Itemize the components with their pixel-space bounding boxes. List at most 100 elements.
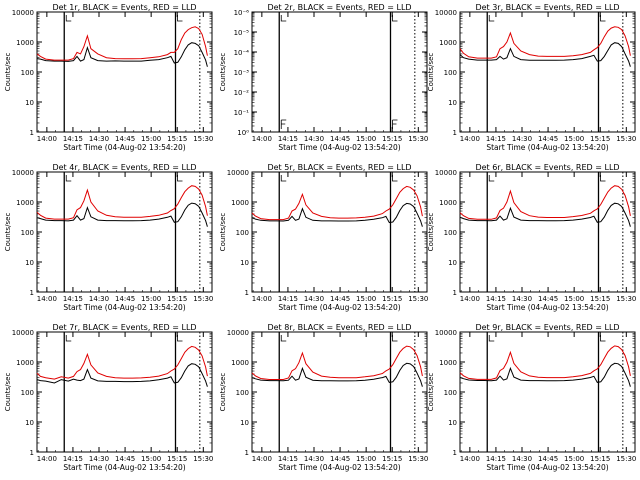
y-tick-label-9-3: 1000 bbox=[439, 359, 457, 367]
x-tick-label-1-6: 15:30 bbox=[193, 135, 213, 143]
y-tick-label-6-3: 1000 bbox=[439, 199, 457, 207]
series-line-3-events bbox=[459, 42, 631, 67]
y-tick-label-2-3: 10⁻³ bbox=[234, 69, 250, 77]
y-tick-label-3-4: 10000 bbox=[435, 9, 457, 17]
marker-bracket-6-0 bbox=[488, 175, 495, 182]
y-axis-label-9: Counts/sec bbox=[427, 373, 435, 412]
y-axis-label-8: Counts/sec bbox=[219, 373, 227, 412]
y-tick-label-3-2: 100 bbox=[444, 69, 457, 77]
x-tick-label-7-3: 14:45 bbox=[115, 455, 135, 463]
marker-bracket-9-0 bbox=[488, 335, 495, 342]
marker-bracket-5-0 bbox=[280, 175, 287, 182]
marker-bracket-6-1 bbox=[600, 175, 606, 182]
x-tick-label-5-5: 15:15 bbox=[382, 295, 402, 303]
x-tick-label-4-5: 15:15 bbox=[167, 295, 187, 303]
chart-title-8: Det 8r, BLACK = Events, RED = LLD bbox=[267, 323, 411, 332]
plot-frame-6 bbox=[459, 171, 636, 293]
x-tick-label-6-3: 14:45 bbox=[538, 295, 558, 303]
x-axis-label-1: Start Time (04-Aug-02 13:54:20) bbox=[63, 143, 185, 152]
marker-bracket-8-1 bbox=[392, 335, 398, 342]
x-tick-label-6-6: 15:30 bbox=[616, 295, 636, 303]
x-tick-label-9-3: 14:45 bbox=[538, 455, 558, 463]
y-tick-label-6-1: 10 bbox=[448, 259, 457, 267]
x-tick-label-4-2: 14:30 bbox=[89, 295, 109, 303]
y-tick-label-1-1: 10 bbox=[25, 99, 34, 107]
y-tick-label-1-4: 10000 bbox=[12, 9, 34, 17]
x-tick-label-4-0: 14:00 bbox=[37, 295, 57, 303]
marker-flag-2-1 bbox=[392, 119, 398, 129]
y-tick-label-4-1: 10 bbox=[25, 259, 34, 267]
y-tick-label-1-2: 100 bbox=[21, 69, 34, 77]
x-tick-label-9-5: 15:15 bbox=[590, 455, 610, 463]
y-tick-label-7-4: 10000 bbox=[12, 329, 34, 337]
marker-bracket-8-0 bbox=[280, 335, 287, 342]
y-tick-label-3-0: 1 bbox=[453, 129, 457, 137]
x-tick-label-2-5: 15:15 bbox=[382, 135, 402, 143]
marker-bracket-7-1 bbox=[177, 335, 183, 342]
y-tick-label-7-3: 1000 bbox=[16, 359, 34, 367]
y-tick-label-7-1: 10 bbox=[25, 419, 34, 427]
marker-bracket-3-0 bbox=[488, 15, 495, 22]
chart-title-3: Det 3r, BLACK = Events, RED = LLD bbox=[475, 3, 619, 12]
y-tick-label-2-6: 10⁻⁶ bbox=[234, 9, 250, 17]
chart-title-4: Det 4r, BLACK = Events, RED = LLD bbox=[52, 163, 196, 172]
x-tick-label-5-6: 15:30 bbox=[408, 295, 428, 303]
x-tick-label-8-2: 14:30 bbox=[304, 455, 324, 463]
y-tick-label-9-4: 10000 bbox=[435, 329, 457, 337]
x-tick-label-1-5: 15:15 bbox=[167, 135, 187, 143]
series-line-6-lld bbox=[459, 185, 631, 220]
x-tick-label-7-2: 14:30 bbox=[89, 455, 109, 463]
x-tick-label-3-2: 14:30 bbox=[512, 135, 532, 143]
chart-title-1: Det 1r, BLACK = Events, RED = LLD bbox=[52, 3, 196, 12]
series-line-7-events bbox=[36, 363, 208, 387]
marker-bracket-1-0 bbox=[65, 15, 72, 22]
y-tick-label-4-3: 1000 bbox=[16, 199, 34, 207]
plot-frame-1 bbox=[36, 11, 213, 133]
chart-title-9: Det 9r, BLACK = Events, RED = LLD bbox=[475, 323, 619, 332]
x-tick-label-6-2: 14:30 bbox=[512, 295, 532, 303]
y-axis-label-2: Counts/sec bbox=[219, 53, 227, 92]
x-tick-label-3-1: 14:15 bbox=[486, 135, 506, 143]
series-line-8-events bbox=[251, 362, 423, 387]
marker-bracket-5-1 bbox=[392, 175, 398, 182]
series-line-1-lld bbox=[36, 26, 208, 61]
chart-title-7: Det 7r, BLACK = Events, RED = LLD bbox=[52, 323, 196, 332]
x-tick-label-2-2: 14:30 bbox=[304, 135, 324, 143]
marker-bracket-4-0 bbox=[65, 175, 72, 182]
plot-frame-2 bbox=[251, 11, 428, 133]
x-tick-label-8-3: 14:45 bbox=[330, 455, 350, 463]
y-tick-label-2-2: 10⁻² bbox=[234, 89, 250, 97]
x-tick-label-7-6: 15:30 bbox=[193, 455, 213, 463]
x-axis-label-9: Start Time (04-Aug-02 13:54:20) bbox=[486, 463, 608, 472]
x-axis-label-6: Start Time (04-Aug-02 13:54:20) bbox=[486, 303, 608, 312]
x-tick-label-8-0: 14:00 bbox=[252, 455, 272, 463]
y-tick-label-9-2: 100 bbox=[444, 389, 457, 397]
y-tick-label-5-3: 1000 bbox=[231, 199, 249, 207]
y-tick-label-6-2: 100 bbox=[444, 229, 457, 237]
x-tick-label-5-3: 14:45 bbox=[330, 295, 350, 303]
x-tick-label-4-6: 15:30 bbox=[193, 295, 213, 303]
y-tick-label-7-2: 100 bbox=[21, 389, 34, 397]
series-line-5-events bbox=[251, 202, 423, 227]
y-tick-label-7-0: 1 bbox=[30, 449, 34, 457]
x-tick-label-2-1: 14:15 bbox=[278, 135, 298, 143]
marker-bracket-1-1 bbox=[177, 15, 183, 22]
y-tick-label-3-3: 1000 bbox=[439, 39, 457, 47]
x-axis-label-5: Start Time (04-Aug-02 13:54:20) bbox=[278, 303, 400, 312]
series-line-9-lld bbox=[459, 345, 631, 380]
x-tick-label-5-2: 14:30 bbox=[304, 295, 324, 303]
y-tick-label-8-1: 10 bbox=[240, 419, 249, 427]
chart-title-5: Det 5r, BLACK = Events, RED = LLD bbox=[267, 163, 411, 172]
x-tick-label-3-5: 15:15 bbox=[590, 135, 610, 143]
y-tick-label-3-1: 10 bbox=[448, 99, 457, 107]
y-tick-label-5-2: 100 bbox=[236, 229, 249, 237]
x-axis-label-4: Start Time (04-Aug-02 13:54:20) bbox=[63, 303, 185, 312]
x-axis-label-8: Start Time (04-Aug-02 13:54:20) bbox=[278, 463, 400, 472]
x-tick-label-8-1: 14:15 bbox=[278, 455, 298, 463]
x-tick-label-1-4: 15:00 bbox=[141, 135, 161, 143]
y-tick-label-8-3: 1000 bbox=[231, 359, 249, 367]
marker-bracket-9-1 bbox=[600, 335, 606, 342]
x-tick-label-8-4: 15:00 bbox=[356, 455, 376, 463]
series-line-3-lld bbox=[459, 26, 631, 59]
x-tick-label-1-3: 14:45 bbox=[115, 135, 135, 143]
